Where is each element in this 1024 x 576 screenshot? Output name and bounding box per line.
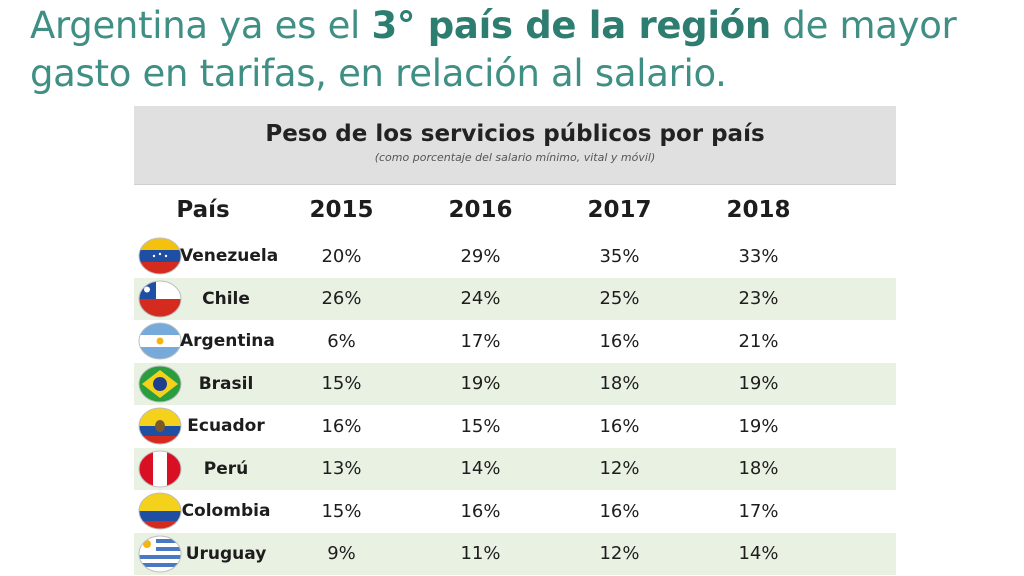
ecuador-flag-icon	[138, 407, 182, 445]
uruguay-flag-icon	[138, 535, 182, 573]
country-name: Ecuador	[187, 416, 265, 437]
column-header-2017: 2017	[587, 197, 652, 223]
services-table: Peso de los servicios públicos por país …	[134, 106, 896, 575]
country-name: Uruguay	[185, 543, 267, 564]
value-cell-2016: 11%	[460, 543, 501, 565]
table-row: Colombia 15% 16% 16% 17%	[134, 490, 896, 533]
table-row: Argentina 6% 17% 16% 21%	[134, 320, 896, 363]
table-row: Chile 26% 24% 25% 23%	[134, 277, 896, 320]
value-cell-2017: 25%	[599, 288, 640, 310]
column-header-2015: 2015	[309, 197, 374, 223]
value-cell-2017: 12%	[599, 543, 640, 565]
headline-part2: de mayor gasto en tarifas, en relación a…	[30, 4, 957, 95]
value-cell-2017: 18%	[599, 373, 640, 395]
value-cell-2016: 16%	[460, 500, 501, 522]
column-header-2016: 2016	[448, 197, 513, 223]
value-cell-2018: 17%	[738, 500, 779, 522]
table-row: Ecuador 16% 15% 16% 19%	[134, 405, 896, 448]
value-cell-2017: 35%	[599, 245, 640, 267]
value-cell-2018: 23%	[738, 288, 779, 310]
country-cell: Colombia	[134, 492, 272, 530]
headline-bold: 3° país de la región	[371, 4, 771, 47]
table-row: Perú 13% 14% 12% 18%	[134, 447, 896, 490]
country-name: Perú	[203, 458, 249, 479]
value-cell-2018: 14%	[738, 543, 779, 565]
table-subtitle: (como porcentaje del salario mínimo, vit…	[374, 151, 656, 164]
value-cell-2015: 6%	[327, 330, 356, 352]
value-cell-2015: 20%	[321, 245, 362, 267]
peru-flag-icon	[138, 450, 182, 488]
value-cell-2018: 21%	[738, 330, 779, 352]
country-name: Colombia	[181, 501, 271, 522]
value-cell-2015: 15%	[321, 373, 362, 395]
table-row: Brasil 15% 19% 18% 19%	[134, 362, 896, 405]
value-cell-2018: 19%	[738, 373, 779, 395]
value-cell-2017: 12%	[599, 458, 640, 480]
table-title: Peso de los servicios públicos por país	[265, 121, 765, 147]
venezuela-flag-icon	[138, 237, 182, 275]
country-name: Venezuela	[180, 246, 279, 267]
value-cell-2017: 16%	[599, 330, 640, 352]
headline: Argentina ya es el 3° país de la región …	[30, 2, 1010, 98]
value-cell-2015: 16%	[321, 415, 362, 437]
value-cell-2015: 15%	[321, 500, 362, 522]
value-cell-2016: 19%	[460, 373, 501, 395]
table-row: Uruguay 9% 11% 12% 14%	[134, 532, 896, 575]
argentina-flag-icon	[138, 322, 182, 360]
country-cell: Chile	[134, 280, 272, 318]
value-cell-2018: 33%	[738, 245, 779, 267]
table-row: Venezuela 20% 29% 35% 33%	[134, 235, 896, 278]
country-cell: Perú	[134, 450, 272, 488]
country-cell: Uruguay	[134, 535, 272, 573]
country-name: Chile	[202, 288, 250, 309]
value-cell-2017: 16%	[599, 500, 640, 522]
country-cell: Ecuador	[134, 407, 272, 445]
column-header-2018: 2018	[726, 197, 791, 223]
value-cell-2018: 19%	[738, 415, 779, 437]
colombia-flag-icon	[138, 492, 182, 530]
country-cell: Brasil	[134, 365, 272, 403]
country-name: Argentina	[180, 331, 275, 352]
value-cell-2016: 29%	[460, 245, 501, 267]
value-cell-2016: 15%	[460, 415, 501, 437]
value-cell-2015: 26%	[321, 288, 362, 310]
country-cell: Argentina	[134, 322, 275, 360]
chile-flag-icon	[138, 280, 182, 318]
column-header-row: País 2015 2016 2017 2018	[134, 185, 896, 235]
headline-part1: Argentina ya es el	[30, 4, 372, 47]
value-cell-2016: 17%	[460, 330, 501, 352]
country-name: Brasil	[198, 373, 254, 394]
value-cell-2017: 16%	[599, 415, 640, 437]
country-cell: Venezuela	[134, 237, 278, 275]
value-cell-2018: 18%	[738, 458, 779, 480]
value-cell-2015: 13%	[321, 458, 362, 480]
brasil-flag-icon	[138, 365, 182, 403]
value-cell-2016: 24%	[460, 288, 501, 310]
value-cell-2016: 14%	[460, 458, 501, 480]
table-body: Venezuela 20% 29% 35% 33% Chile 26% 24% 25% 23% Ar…	[134, 235, 896, 575]
column-header-country: País	[176, 197, 230, 223]
value-cell-2015: 9%	[327, 543, 356, 565]
table-header: Peso de los servicios públicos por país …	[134, 106, 896, 185]
